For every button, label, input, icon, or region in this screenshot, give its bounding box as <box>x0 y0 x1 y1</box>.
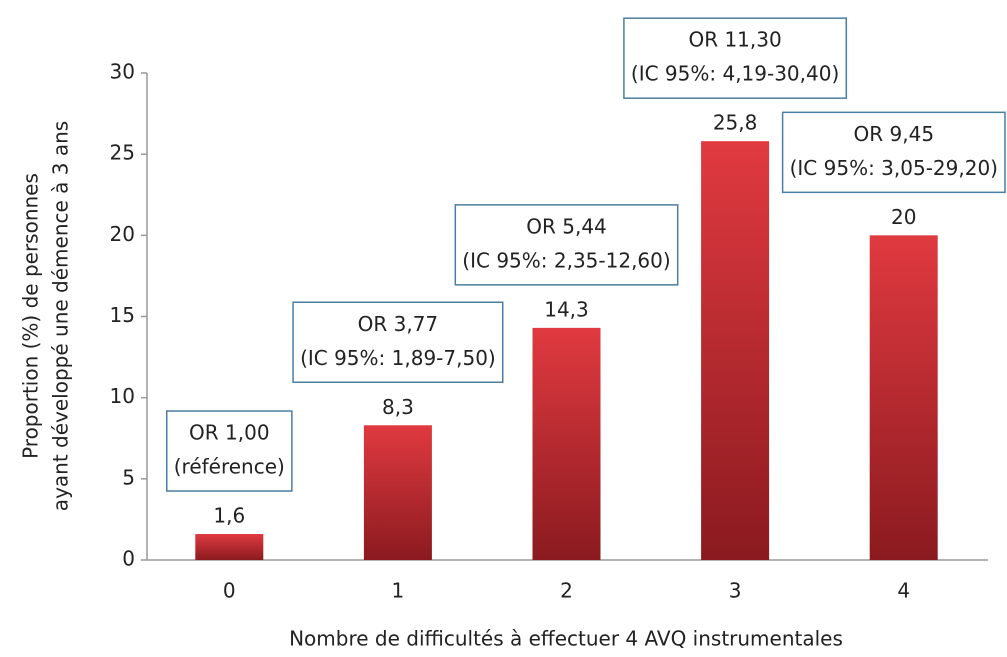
annotation-box <box>781 111 1006 194</box>
value-label: 8,3 <box>382 395 414 419</box>
annotation-text: (IC 95%: 3,05-29,20) <box>790 156 998 180</box>
annotation-box <box>292 301 504 384</box>
annotation-text: OR 5,44 <box>526 214 607 238</box>
bar <box>869 235 938 561</box>
bar <box>532 327 601 560</box>
annotation-text: OR 11,30 <box>688 28 781 52</box>
value-label: 25,8 <box>713 111 758 135</box>
annotation-text: (IC 95%: 4,19-30,40) <box>631 62 839 86</box>
x-tick-label: 4 <box>897 579 910 603</box>
annotation-box <box>454 204 679 286</box>
bar <box>701 141 770 560</box>
annotation-text: (IC 95%: 2,35-12,60) <box>462 248 670 272</box>
y-tick-label: 5 <box>122 465 135 489</box>
y-tick-label: 10 <box>110 384 135 408</box>
x-tick-label: 0 <box>223 579 236 603</box>
annotation-box <box>623 17 848 99</box>
x-tick-label: 2 <box>560 579 573 603</box>
annotation-text: (IC 95%: 1,89-7,50) <box>300 346 496 370</box>
y-tick-label: 25 <box>110 141 135 165</box>
y-axis-label: Proportion (%) de personnes <box>19 173 43 459</box>
annotation-text: OR 3,77 <box>358 312 439 336</box>
y-tick-label: 15 <box>110 303 135 327</box>
y-tick-label: 0 <box>122 547 135 571</box>
annotation-box <box>165 410 293 492</box>
x-tick-label: 1 <box>392 579 405 603</box>
value-label: 1,6 <box>213 504 245 528</box>
value-label: 20 <box>891 205 916 229</box>
x-axis-label: Nombre de difficultés à effectuer 4 AVQ … <box>289 627 843 651</box>
y-axis-label: ayant développé une démence à 3 ans <box>49 121 73 511</box>
bar <box>195 534 264 560</box>
value-label: 14,3 <box>544 297 589 321</box>
annotation-text: OR 9,45 <box>854 122 935 146</box>
annotation-text: (référence) <box>174 455 285 479</box>
annotation-text: OR 1,00 <box>189 421 270 445</box>
y-tick-label: 30 <box>110 60 135 84</box>
y-tick-label: 20 <box>110 222 135 246</box>
bar <box>363 425 432 560</box>
x-tick-label: 3 <box>729 579 742 603</box>
